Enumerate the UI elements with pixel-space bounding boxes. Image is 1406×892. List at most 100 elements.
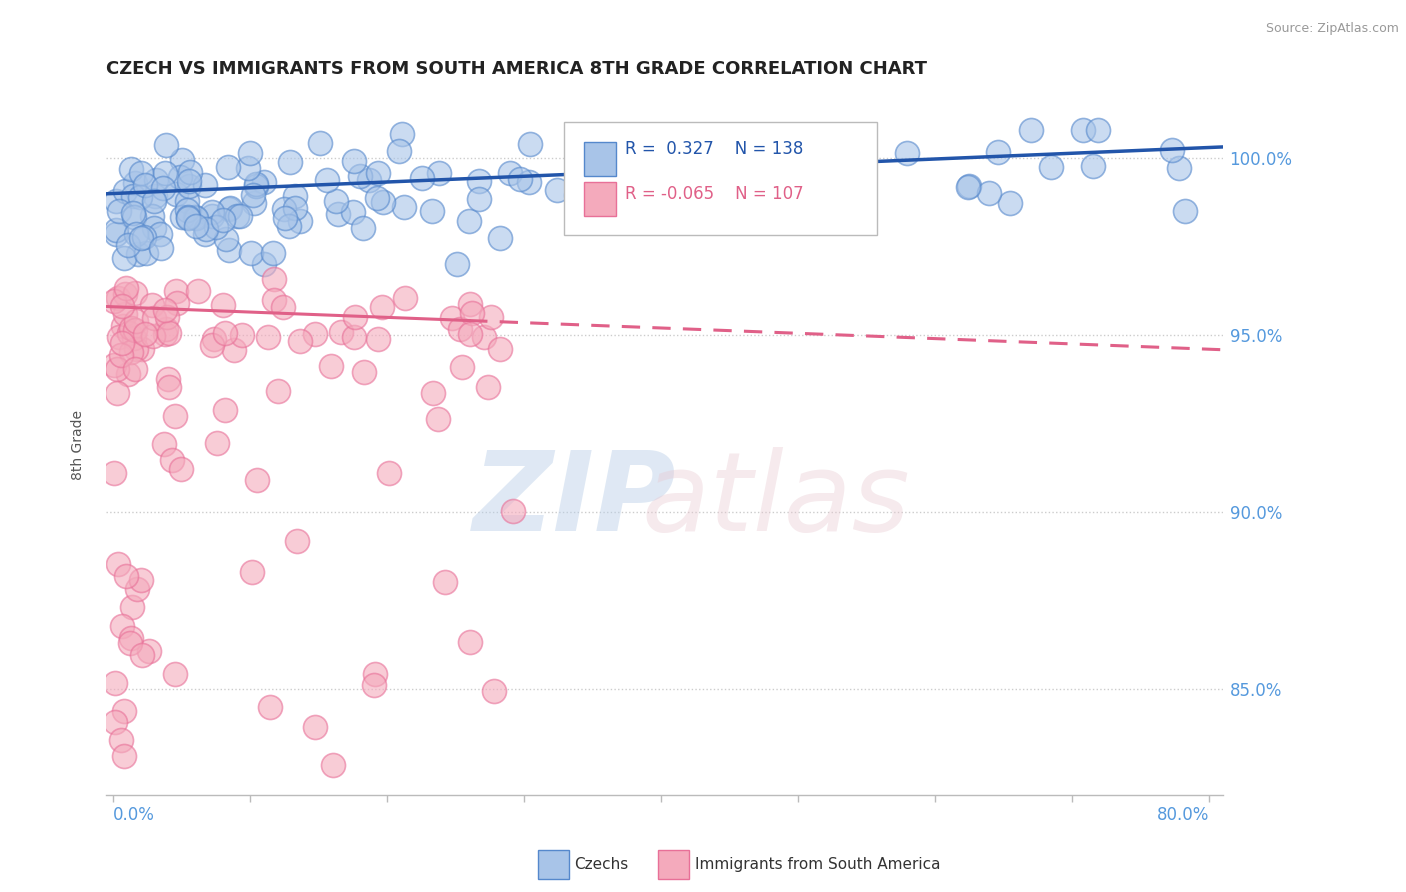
Point [328,207,350,221]
Point [170,153,193,168]
Point [169,170,191,185]
Point [231,328,253,343]
Point [799,160,821,174]
Point [214,403,236,417]
Point [138,644,160,658]
Point [222,343,245,358]
Point [110,733,132,747]
Point [122,188,145,202]
Point [218,244,240,258]
Point [1160,143,1182,157]
Point [304,720,326,734]
Point [121,600,143,615]
Point [392,201,415,215]
Point [344,310,367,324]
Point [179,165,201,179]
Point [574,138,596,153]
Point [702,136,724,151]
Point [166,296,188,310]
Point [122,206,145,220]
Point [218,202,240,217]
Text: 0.0%: 0.0% [112,805,155,823]
Point [308,136,330,151]
Point [319,359,342,373]
Point [429,166,451,180]
Point [201,338,224,352]
Y-axis label: 8th Grade: 8th Grade [72,409,86,480]
Point [472,330,495,344]
Point [676,188,699,202]
Point [124,177,146,191]
Point [165,409,187,424]
Point [162,453,184,467]
Point [239,145,262,160]
Point [120,321,142,335]
Point [143,220,166,235]
Point [165,667,187,681]
Point [142,310,165,325]
Point [426,412,449,426]
Point [202,332,225,346]
Point [489,342,512,356]
Point [304,326,326,341]
Point [117,237,139,252]
Point [1039,160,1062,174]
Point [153,166,176,180]
Point [315,172,337,186]
Point [205,219,228,234]
Point [141,298,163,312]
Point [349,169,371,183]
Point [647,173,669,187]
Point [186,219,208,234]
Point [131,648,153,662]
Point [458,297,481,311]
Point [1081,159,1104,173]
Point [243,195,266,210]
Point [107,557,129,571]
Point [440,311,463,326]
Point [187,284,209,298]
Point [499,166,522,180]
Point [987,145,1010,160]
Point [129,573,152,587]
Point [449,322,471,336]
Text: Source: ZipAtlas.com: Source: ZipAtlas.com [1265,22,1399,36]
Point [678,194,700,209]
Point [517,175,540,189]
Point [115,569,138,583]
Point [253,257,276,271]
Point [468,192,491,206]
Point [134,326,156,341]
Point [363,678,385,692]
Point [242,187,264,202]
Point [105,361,128,376]
Point [1019,123,1042,137]
Point [519,136,541,151]
Point [290,334,312,348]
Point [104,222,127,236]
Point [284,201,307,215]
Point [132,229,155,244]
Point [502,504,524,518]
Point [177,211,200,225]
Point [458,214,481,228]
Point [155,137,177,152]
Point [697,182,720,196]
Point [662,131,685,145]
Text: R = -0.065    N = 107: R = -0.065 N = 107 [626,185,804,202]
Point [172,210,194,224]
Point [253,176,276,190]
Point [225,209,247,223]
Point [114,287,136,301]
Point [370,300,392,314]
Point [411,171,433,186]
Point [104,194,127,208]
Point [110,348,132,362]
Point [329,326,352,340]
Point [373,194,395,209]
Point [278,219,301,233]
Point [388,145,411,159]
Point [165,187,187,202]
Point [112,704,135,718]
Point [120,632,142,646]
